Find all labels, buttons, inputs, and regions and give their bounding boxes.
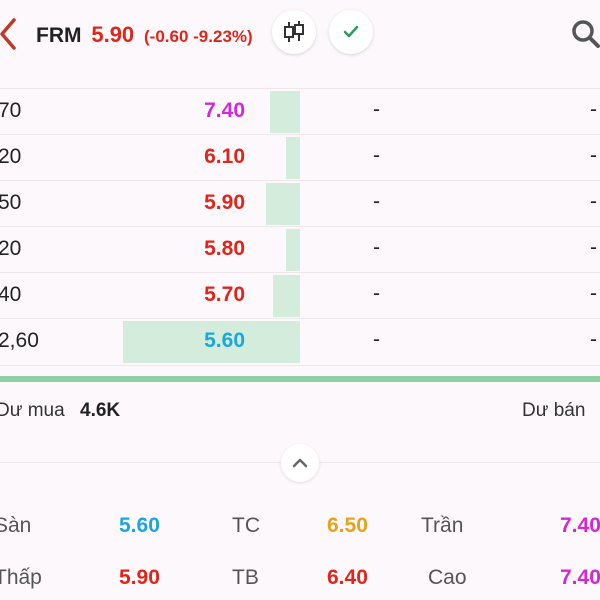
average-value: 6.40 bbox=[327, 566, 368, 589]
low-value: 5.90 bbox=[119, 566, 160, 589]
high-label: Cao bbox=[428, 566, 467, 589]
ask-qty: - bbox=[590, 144, 597, 167]
stock-symbol: FRM bbox=[36, 24, 82, 47]
volume-bar bbox=[266, 183, 300, 225]
orderbook-row[interactable]: 40 5.70 - - bbox=[0, 272, 600, 319]
floor-label: Sàn bbox=[0, 514, 32, 537]
ask-qty: - bbox=[590, 328, 597, 351]
ask-qty: - bbox=[590, 98, 597, 121]
reference-label: TC bbox=[232, 514, 260, 537]
orderbook-row[interactable]: 20 6.10 - - bbox=[0, 134, 600, 181]
low-label: Thấp bbox=[0, 566, 42, 589]
header-bar: FRM 5.90 (-0.60 -9.23%) bbox=[0, 0, 600, 72]
confirm-button[interactable] bbox=[329, 10, 373, 54]
bid-price: 5.60 bbox=[204, 329, 245, 352]
buy-total-value: 4.6K bbox=[80, 400, 121, 421]
check-icon bbox=[343, 25, 359, 38]
collapse-button[interactable] bbox=[281, 444, 319, 482]
average-label: TB bbox=[232, 566, 259, 589]
ceiling-value: 7.40 bbox=[560, 514, 600, 537]
back-button[interactable] bbox=[0, 16, 22, 52]
ask-price: - bbox=[373, 282, 380, 305]
ask-price: - bbox=[373, 144, 380, 167]
candlestick-icon bbox=[284, 21, 304, 42]
ask-qty: - bbox=[590, 282, 597, 305]
orderbook-row[interactable]: 2,60 5.60 - - bbox=[0, 318, 600, 366]
orderbook-row[interactable]: 20 5.80 - - bbox=[0, 226, 600, 273]
bid-price: 7.40 bbox=[204, 99, 245, 122]
chevron-left-icon bbox=[0, 18, 16, 50]
volume-bar bbox=[286, 229, 300, 271]
bid-qty: 40 bbox=[0, 283, 22, 306]
stock-price: 5.90 bbox=[91, 22, 135, 47]
ask-qty: - bbox=[590, 236, 597, 259]
floor-value: 5.60 bbox=[119, 514, 160, 537]
volume-bar bbox=[270, 91, 300, 133]
buy-pressure-bar bbox=[0, 376, 600, 382]
bid-qty: 70 bbox=[0, 99, 22, 122]
ask-price: - bbox=[373, 98, 380, 121]
bid-price: 5.90 bbox=[204, 191, 245, 214]
reference-value: 6.50 bbox=[327, 514, 368, 537]
ask-price: - bbox=[373, 190, 380, 213]
volume-bar bbox=[286, 137, 300, 179]
high-value: 7.40 bbox=[560, 566, 600, 589]
bid-price: 6.10 bbox=[204, 145, 245, 168]
bid-qty: 2,60 bbox=[0, 329, 39, 352]
bid-qty: 50 bbox=[0, 191, 22, 214]
stock-title: FRM 5.90 (-0.60 -9.23%) bbox=[36, 22, 253, 48]
buy-total-label: Dư mua bbox=[0, 400, 65, 421]
chevron-up-icon bbox=[292, 458, 308, 468]
candlestick-chart-button[interactable] bbox=[272, 10, 316, 54]
volume-bar bbox=[273, 275, 300, 317]
bid-price: 5.80 bbox=[204, 237, 245, 260]
bid-qty: 20 bbox=[0, 145, 22, 168]
bid-qty: 20 bbox=[0, 237, 22, 260]
ceiling-label: Trần bbox=[421, 514, 464, 537]
ask-price: - bbox=[373, 328, 380, 351]
search-icon bbox=[572, 20, 600, 48]
sell-total-label: Dư bán bbox=[522, 400, 586, 421]
orderbook-row[interactable]: 50 5.90 - - bbox=[0, 180, 600, 227]
stock-change: (-0.60 -9.23%) bbox=[144, 27, 253, 46]
volume-bar bbox=[123, 321, 300, 363]
ask-qty: - bbox=[590, 190, 597, 213]
search-button[interactable] bbox=[566, 14, 600, 54]
orderbook-row[interactable]: 70 7.40 - - bbox=[0, 88, 600, 135]
bid-price: 5.70 bbox=[204, 283, 245, 306]
ask-price: - bbox=[373, 236, 380, 259]
